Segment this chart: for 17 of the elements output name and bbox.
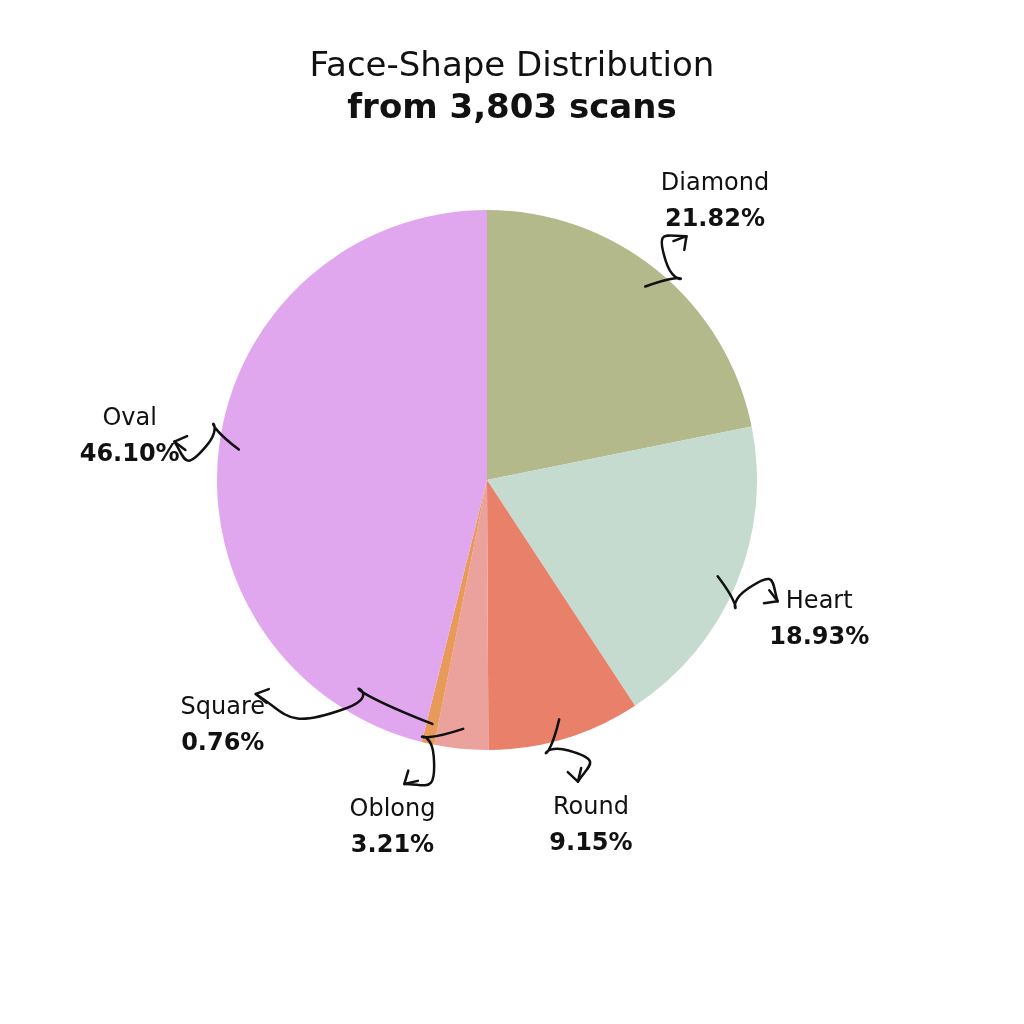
slice-label: Diamond	[660, 168, 770, 197]
data-label: 18.93%	[769, 621, 870, 650]
pie-slice	[487, 480, 636, 750]
data-label: 0.76%	[181, 727, 265, 756]
data-label: 21.82%	[664, 204, 765, 233]
data-label: 3.21%	[350, 830, 435, 859]
data-label: 46.10%	[79, 439, 180, 468]
data-label: 9.15%	[549, 827, 633, 856]
slice-label: Heart	[785, 585, 853, 614]
chart-subtitle: from 3,803 scans	[347, 86, 677, 126]
slice-label: Oblong	[349, 794, 436, 823]
slice-label: Square	[180, 691, 266, 720]
chart-title: Face-Shape Distribution	[309, 44, 715, 84]
slice-label: Oval	[102, 403, 157, 432]
slice-label: Round	[552, 791, 629, 820]
pie-slice	[434, 480, 489, 750]
pie-slice	[487, 426, 757, 706]
